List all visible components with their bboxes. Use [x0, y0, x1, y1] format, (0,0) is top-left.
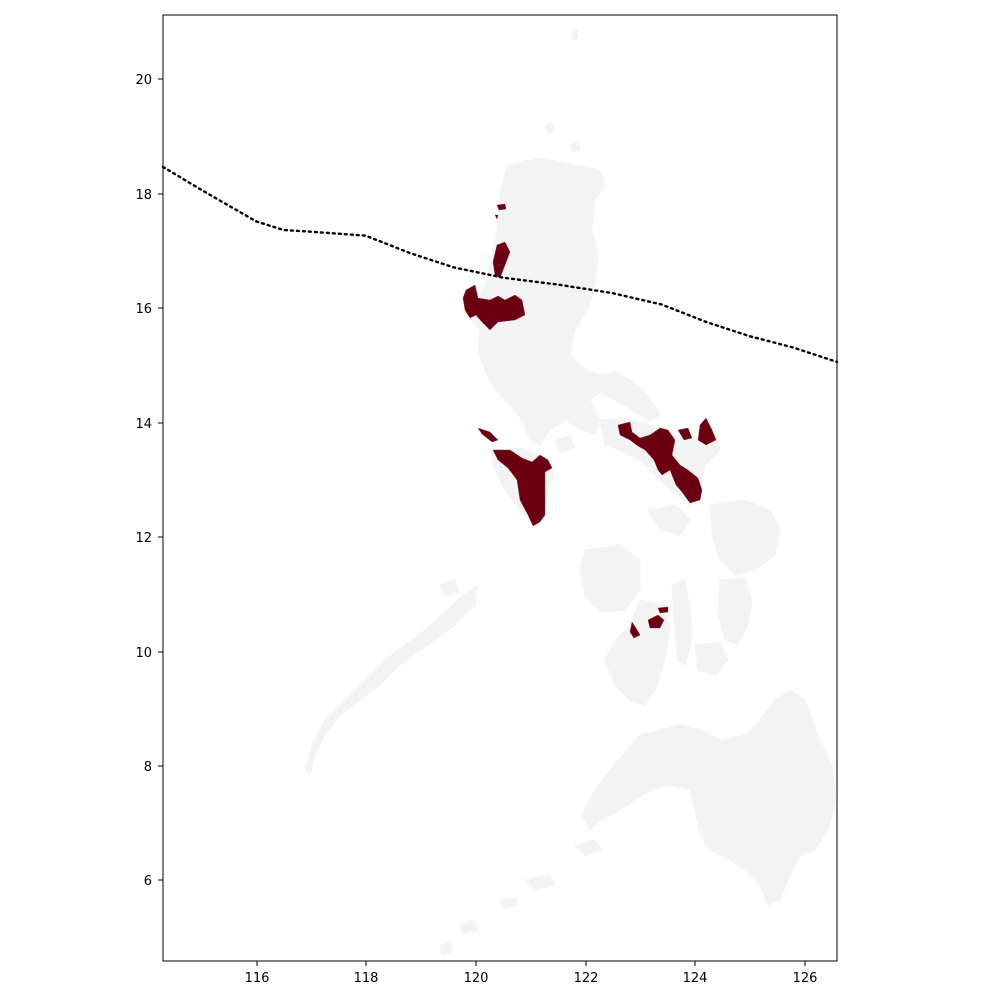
- landmass-panay: [579, 544, 641, 613]
- x-axis: 116 118 120 122 124 126: [245, 961, 818, 986]
- landmass-babuyan: [544, 121, 581, 153]
- affected-area-pangasinan: [462, 284, 526, 331]
- y-tick-label: 12: [135, 531, 152, 546]
- x-tick-label: 118: [354, 971, 379, 986]
- landmass-cebu: [671, 579, 693, 666]
- axes-frame: [162, 14, 838, 962]
- affected-areas-layer: [462, 203, 717, 639]
- affected-area-ilocos-islet: [494, 203, 507, 220]
- affected-area-panay: [629, 621, 641, 639]
- affected-area-lubang: [477, 427, 499, 443]
- affected-area-la-union: [492, 241, 511, 279]
- y-tick-label: 18: [135, 188, 152, 203]
- y-tick-label: 6: [144, 874, 152, 889]
- y-tick-label: 20: [135, 73, 152, 88]
- landmass-batanes: [571, 29, 579, 41]
- x-tick-label: 122: [574, 971, 599, 986]
- landmass-bohol: [694, 641, 729, 676]
- landmass-calamian: [439, 579, 459, 597]
- affected-area-mindoro: [492, 449, 553, 527]
- affected-area-camarines-north: [677, 427, 693, 441]
- landmass-samar: [709, 499, 781, 576]
- affected-area-guimaras: [657, 606, 669, 614]
- landmass-palawan: [304, 584, 479, 776]
- landmass-masbate: [647, 504, 691, 536]
- x-tick-label: 116: [245, 971, 270, 986]
- x-tick-label: 124: [683, 971, 708, 986]
- affected-area-negros: [647, 614, 665, 629]
- x-tick-label: 120: [464, 971, 489, 986]
- affected-area-camarines: [617, 421, 703, 504]
- landmass-sulu: [439, 874, 556, 956]
- y-tick-label: 8: [144, 760, 152, 775]
- x-tick-label: 126: [793, 971, 818, 986]
- typhoon-track-line: [161, 165, 839, 364]
- y-tick-label: 10: [135, 646, 152, 661]
- landmass-marinduque: [554, 435, 576, 453]
- landmass-mindanao: [581, 689, 837, 906]
- y-axis: 20 18 16 14 12 10 8 6: [135, 73, 163, 889]
- y-tick-label: 16: [135, 302, 152, 317]
- y-tick-label: 14: [135, 417, 152, 432]
- landmass-leyte: [717, 577, 753, 646]
- landmass-basilan: [574, 839, 603, 857]
- affected-area-catanduanes: [697, 417, 717, 446]
